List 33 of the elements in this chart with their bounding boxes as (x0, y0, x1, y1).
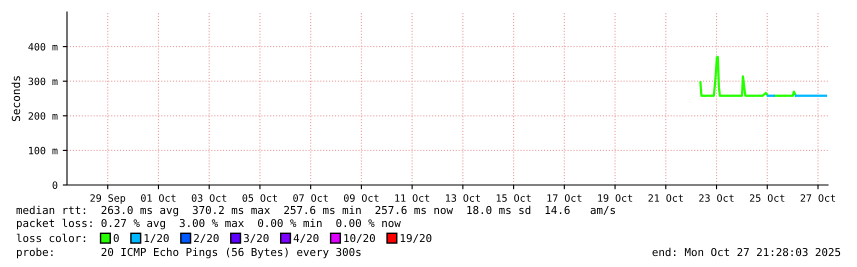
y-tick-label: 0 (52, 181, 58, 189)
x-tick-label: 05 Oct (242, 194, 278, 202)
legend-label: 1/20 (144, 234, 169, 244)
text: median rtt: 263.0 ms avg 370.2 ms max 257.6 ms min 257.6 ms now 18.0 ms sd 14.6 am/s (16, 206, 615, 216)
x-tick-label: 11 Oct (395, 194, 430, 202)
y-axis-title: Seconds (12, 76, 20, 122)
legend-label: 19/20 (400, 234, 432, 244)
x-tick-label: 23 Oct (699, 194, 734, 202)
legend-label: 4/20 (294, 234, 319, 244)
legend-label: 3/20 (244, 234, 269, 244)
y-tick-label: 200 m (28, 112, 58, 120)
x-tick-label: 03 Oct (192, 194, 226, 202)
legend-label: 2/20 (194, 234, 219, 244)
legend-label: 0 (114, 234, 119, 242)
text: end: Mon Oct 27 21:28:03 2025 (652, 248, 840, 256)
y-tick-label: 300 m (28, 78, 58, 86)
text: probe: 20 ICMP Echo Pings (56 Bytes) every 300s (17, 248, 361, 258)
y-tick-label: 400 m (28, 43, 58, 51)
x-tick-label: 13 Oct (446, 194, 480, 202)
x-tick-label: 21 Oct (648, 194, 683, 202)
x-tick-label: 09 Oct (344, 194, 378, 202)
text: packet loss: 0.27 % avg 3.00 % max 0.00 % min 0.00 % now (17, 218, 401, 230)
x-tick-label: 19 Oct (598, 194, 632, 202)
x-tick-label: 27 Oct (800, 194, 836, 202)
x-tick-label: 17 Oct (547, 194, 582, 202)
legend-title: loss color: (16, 234, 86, 242)
x-tick-label: 07 Oct (293, 194, 328, 202)
x-tick-label: 29 Sep (90, 194, 126, 204)
x-tick-label: 15 Oct (496, 194, 531, 202)
y-tick-label: 100 m (29, 146, 58, 154)
legend-label: 10/20 (344, 234, 375, 244)
x-tick-label: 25 Oct (750, 194, 784, 202)
x-tick-label: 01 Oct (141, 194, 176, 202)
